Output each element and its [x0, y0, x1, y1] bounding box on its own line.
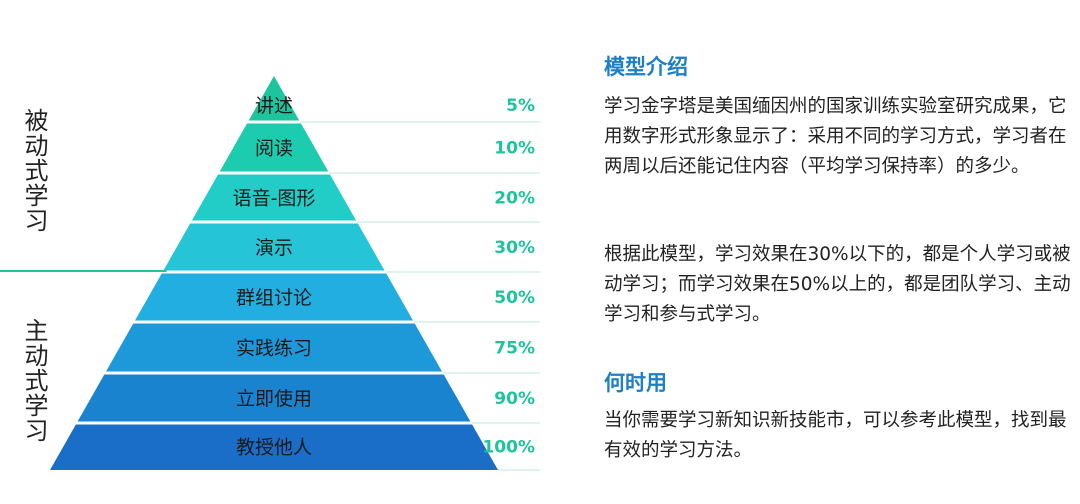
when-to-use-title: 何时用: [604, 371, 667, 395]
pyramid-label-3: 语音-图形: [233, 188, 316, 210]
percent-label-8: 100%: [482, 438, 535, 458]
pyramid-label-5: 群组讨论: [236, 287, 312, 309]
percent-labels: 5% 10% 20% 30% 50% 75% 90% 100%: [482, 96, 535, 458]
pyramid-label-8: 教授他人: [236, 437, 312, 459]
percent-label-4: 30%: [494, 238, 535, 258]
passive-learning-label: 被动式学习: [20, 108, 48, 233]
pyramid-layer-5: [134, 273, 414, 321]
percent-label-7: 90%: [494, 389, 535, 409]
model-intro-title: 模型介绍: [604, 55, 688, 79]
pyramid-layer-8: [50, 424, 498, 470]
pyramid-label-4: 演示: [255, 237, 293, 259]
percent-label-3: 20%: [494, 189, 535, 209]
pyramid-label-2: 阅读: [255, 138, 293, 160]
when-to-use-paragraph: 当你需要学习新知识新技能市，可以参考此模型，找到最有效的学习方法。: [604, 410, 1067, 461]
pyramid-label-6: 实践练习: [236, 338, 312, 360]
when-to-use-section: 何时用: [604, 370, 1074, 396]
pyramid-layer-6: [106, 323, 442, 372]
pyramid-layers: [50, 76, 498, 470]
active-learning-label: 主动式学习: [20, 318, 48, 443]
pyramid-layer-7: [77, 374, 471, 422]
pyramid-layer-2: [219, 123, 329, 172]
percent-label-1: 5%: [506, 96, 535, 116]
percent-label-2: 10%: [494, 139, 535, 159]
pyramid-label-7: 立即使用: [236, 388, 312, 410]
percent-label-5: 50%: [494, 288, 535, 308]
pyramid-layer-1: [248, 76, 300, 121]
row-dividers: [300, 121, 540, 471]
model-intro-section: 模型介绍: [604, 54, 1074, 80]
model-intro-paragraph-1: 学习金字塔是美国缅因州的国家训练实验室研究成果，它用数字形式形象显示了：采用不同…: [604, 96, 1067, 177]
pyramid-layer-3: [191, 174, 357, 221]
pyramid-label-1: 讲述: [255, 95, 293, 117]
model-intro-paragraph-2: 根据此模型，学习效果在30%以下的，都是个人学习或被动学习；而学习效果在50%以…: [604, 244, 1071, 325]
pyramid-layer-4: [163, 223, 385, 271]
percent-label-6: 75%: [494, 339, 535, 359]
